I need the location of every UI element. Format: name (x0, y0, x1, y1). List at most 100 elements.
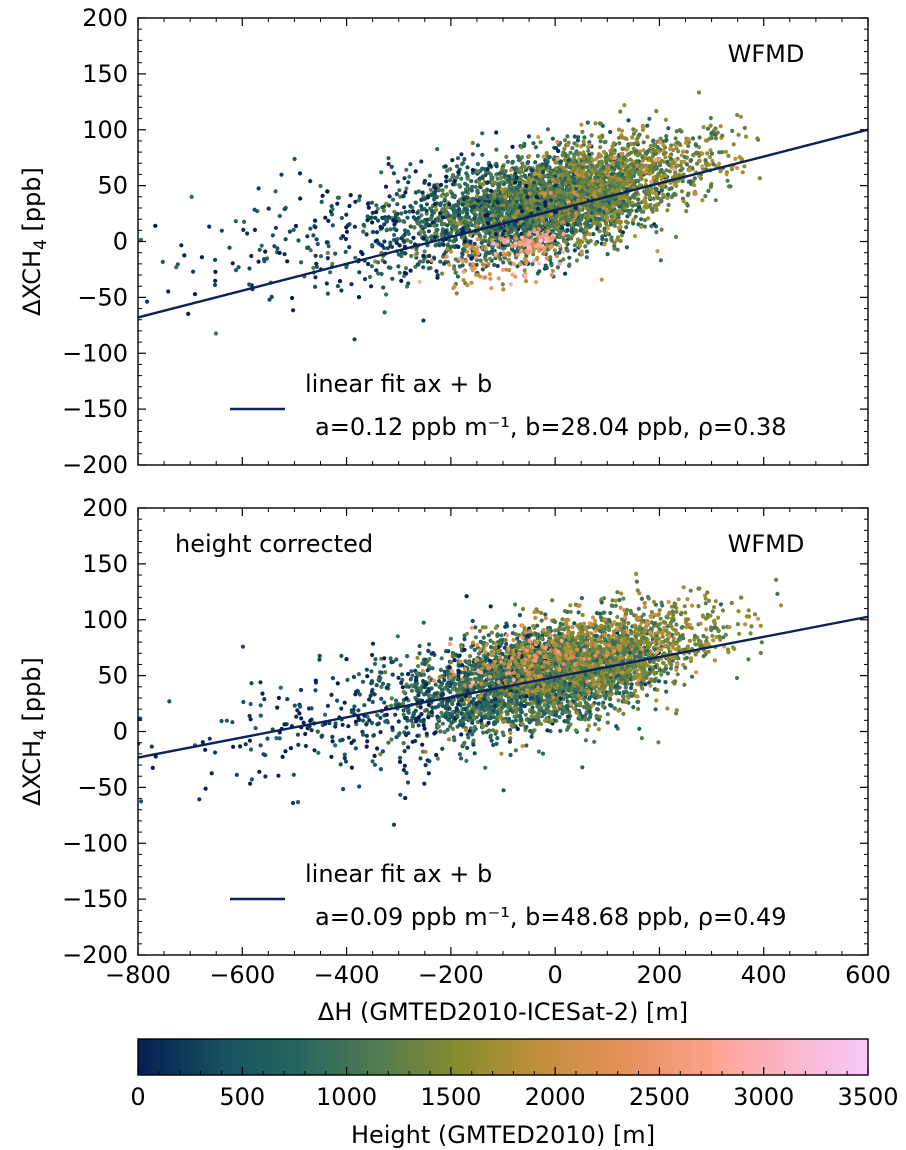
scatter-point (592, 209, 597, 214)
scatter-point (344, 212, 349, 217)
scatter-point (597, 188, 602, 193)
scatter-point (549, 244, 554, 249)
scatter-point (641, 209, 646, 214)
scatter-point (369, 200, 375, 205)
scatter-point (475, 189, 480, 194)
scatter-point (626, 118, 631, 123)
scatter-point (293, 223, 299, 229)
scatter-point (556, 228, 561, 233)
scatter-point (577, 243, 583, 248)
scatter-point (680, 179, 685, 184)
scatter-point (502, 240, 507, 245)
scatter-point (318, 183, 323, 189)
scatter-point (644, 167, 650, 172)
scatter-point (659, 188, 664, 193)
scatter-point (330, 207, 335, 212)
scatter-point (525, 194, 530, 200)
scatter-point (262, 257, 267, 262)
scatter-point (496, 213, 502, 219)
scatter-point (592, 165, 597, 170)
scatter-point (583, 227, 589, 232)
scatter-point (424, 217, 429, 222)
scatter-point (490, 213, 495, 218)
scatter-point (399, 278, 404, 283)
scatter-point (548, 255, 553, 260)
scatter-point (726, 184, 732, 189)
scatter-point (477, 181, 483, 186)
scatter-point (407, 209, 412, 214)
scatter-point (535, 164, 540, 169)
scatter-point (483, 275, 488, 280)
scatter-point (462, 239, 467, 244)
scatter-point (320, 193, 325, 198)
scatter-point (364, 232, 369, 237)
scatter-point (471, 251, 476, 256)
scatter-point (520, 161, 525, 166)
scatter-point (653, 186, 658, 191)
scatter-point (399, 250, 405, 255)
scatter-point (557, 243, 563, 248)
scatter-point (532, 186, 537, 191)
scatter-point (586, 207, 591, 212)
scatter-point (499, 751, 504, 756)
scatter-point (328, 270, 333, 275)
scatter-point (406, 231, 411, 236)
scatter-point (459, 215, 464, 221)
scatter-point (450, 182, 455, 187)
scatter-point (582, 235, 587, 240)
scatter-point (476, 251, 481, 256)
scatter-point (735, 112, 740, 118)
scatter-point (469, 218, 474, 223)
scatter-point (563, 157, 568, 163)
scatter-point (519, 155, 525, 160)
scatter-point (623, 162, 628, 167)
scatter-point (517, 245, 522, 251)
scatter-point (259, 243, 264, 248)
scatter-point (744, 134, 749, 139)
top-legend-label-2: a=0.12 ppb m⁻¹, b=28.04 ppb, ρ=0.38 (315, 413, 787, 441)
scatter-point (512, 249, 517, 254)
bottom-scatter-points (138, 571, 784, 827)
scatter-point (545, 188, 550, 193)
scatter-point (213, 278, 218, 283)
scatter-point (480, 131, 485, 136)
scatter-point (609, 237, 614, 242)
scatter-point (436, 188, 442, 193)
scatter-point (650, 160, 655, 165)
scatter-point (492, 262, 497, 268)
scatter-point (597, 229, 602, 234)
scatter-point (661, 143, 666, 148)
scatter-point (510, 144, 515, 149)
scatter-point (313, 218, 318, 223)
scatter-point (524, 183, 529, 189)
scatter-point (374, 268, 379, 273)
scatter-point (474, 219, 479, 224)
scatter-point (463, 189, 469, 194)
scatter-point (491, 195, 496, 200)
scatter-point (418, 756, 423, 761)
scatter-point (661, 192, 666, 197)
scatter-point (460, 259, 465, 264)
scatter-point (456, 221, 461, 226)
scatter-point (465, 195, 470, 200)
scatter-point (633, 150, 638, 155)
scatter-point (530, 219, 536, 224)
scatter-point (552, 196, 557, 201)
scatter-point (626, 198, 631, 204)
scatter-point (438, 259, 443, 264)
scatter-point (725, 178, 730, 183)
scatter-point (509, 168, 514, 173)
scatter-point (438, 211, 443, 216)
scatter-point (219, 228, 224, 233)
scatter-point (691, 179, 696, 184)
scatter-point (474, 193, 480, 199)
scatter-point (530, 168, 535, 173)
scatter-point (537, 248, 542, 253)
scatter-point (561, 152, 566, 157)
scatter-point (530, 262, 535, 267)
scatter-point (612, 211, 617, 216)
scatter-point (376, 218, 381, 223)
scatter-point (668, 146, 673, 152)
top-wfmd-label: WFMD (728, 40, 805, 68)
